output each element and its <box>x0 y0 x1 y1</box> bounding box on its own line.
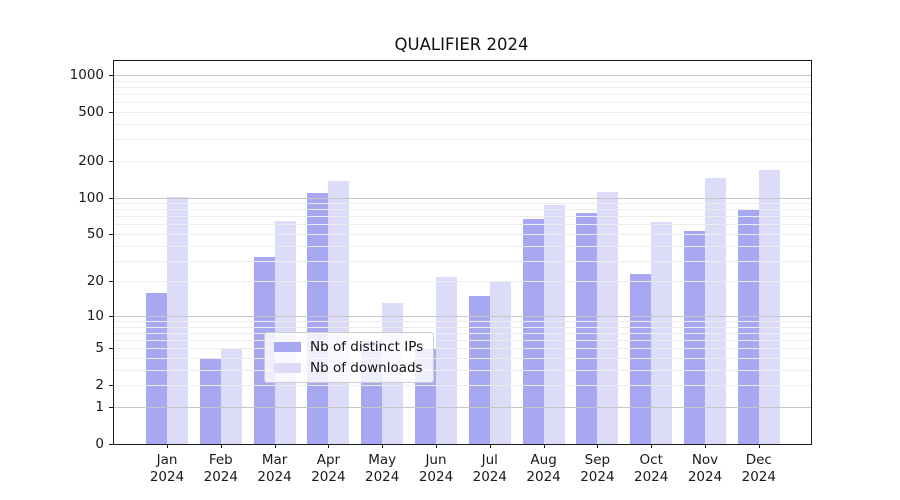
x-tick-label: Jan 2024 <box>149 452 185 485</box>
x-tick <box>758 444 760 448</box>
y-tick-label: 2 <box>95 377 104 394</box>
gridline-minor <box>114 348 811 350</box>
y-tick-label: 100 <box>78 189 104 206</box>
y-tick <box>109 315 113 317</box>
x-tick-label: Oct 2024 <box>634 452 669 485</box>
x-tick <box>220 444 222 448</box>
x-tick <box>489 444 491 448</box>
bar-distinct-ips-aug <box>522 218 544 444</box>
gridline-minor <box>114 326 811 328</box>
x-tick-label: Sep 2024 <box>580 452 615 485</box>
bar-downloads-feb <box>220 348 242 444</box>
gridline-minor <box>114 260 811 262</box>
bar-downloads-sep <box>597 192 619 444</box>
y-tick <box>109 111 113 113</box>
gridline-minor <box>114 111 811 113</box>
y-tick-label: 20 <box>86 273 104 290</box>
gridline-minor <box>114 94 811 95</box>
gridline-major <box>114 407 811 408</box>
gridline-minor <box>114 80 811 82</box>
y-tick <box>109 407 113 408</box>
x-tick <box>705 444 706 448</box>
legend-label-downloads: Nb of downloads <box>310 360 423 376</box>
y-tick <box>109 160 113 162</box>
gridline-minor <box>114 102 811 104</box>
gridline-minor <box>114 369 811 371</box>
gridline-minor <box>114 358 811 359</box>
gridline-minor <box>114 281 811 283</box>
x-tick-label: Apr 2024 <box>311 452 346 485</box>
gridline-minor <box>114 203 811 204</box>
gridline-major <box>114 315 811 317</box>
gridline-major <box>114 74 811 76</box>
x-tick <box>436 444 437 448</box>
bar-downloads-dec <box>758 169 780 444</box>
gridline-minor <box>114 385 811 387</box>
bar-distinct-ips-nov <box>684 230 705 444</box>
bar-distinct-ips-jan <box>146 292 167 444</box>
x-tick <box>274 444 276 448</box>
bar-downloads-aug <box>543 204 565 444</box>
y-tick <box>109 74 113 76</box>
x-tick-label: Aug 2024 <box>526 452 561 485</box>
gridline-minor <box>114 86 811 88</box>
legend-item-distinct-ips: Nb of distinct IPs <box>274 339 423 355</box>
x-tick-label: Dec 2024 <box>741 452 776 485</box>
bar-downloads-apr <box>328 180 350 444</box>
bar-downloads-jul <box>489 281 511 444</box>
y-tick <box>109 197 113 199</box>
bar-distinct-ips-oct <box>630 274 652 444</box>
y-tick-label: 200 <box>78 152 104 169</box>
x-tick-label: Jun 2024 <box>418 452 454 485</box>
y-tick-label: 0 <box>95 436 104 452</box>
gridline-minor <box>114 224 811 226</box>
x-tick <box>543 444 545 448</box>
x-tick-label: Feb 2024 <box>203 452 238 485</box>
gridline-minor <box>114 332 811 334</box>
plot-area: 0 1 2 5 10 20 50 100 200 500 1000 Jan 2024 Feb 2024 M… <box>70 60 812 485</box>
y-tick-label: 5 <box>95 340 104 357</box>
gridline-minor <box>114 340 811 342</box>
x-tick <box>167 444 168 448</box>
y-tick-label: 1 <box>95 399 104 415</box>
gridline-minor <box>114 139 811 141</box>
bar-distinct-ips-feb <box>199 358 221 444</box>
gridline-minor <box>114 216 811 218</box>
legend-label-distinct-ips: Nb of distinct IPs <box>310 339 424 355</box>
x-tick-label: Mar 2024 <box>257 452 292 485</box>
bar-downloads-nov <box>705 177 726 444</box>
y-tick <box>109 385 113 387</box>
gridline-minor <box>114 209 811 211</box>
chart-title: QUALIFIER 2024 <box>394 35 529 54</box>
y-tick-label: 1000 <box>69 66 104 83</box>
legend-swatch-distinct-ips <box>274 342 301 352</box>
y-tick-label: 10 <box>86 307 104 324</box>
bar-distinct-ips-sep <box>576 213 598 444</box>
y-tick <box>109 281 113 283</box>
x-tick <box>597 444 599 448</box>
x-tick <box>651 444 653 448</box>
x-tick-label: May 2024 <box>365 452 400 485</box>
x-tick-label: Jul 2024 <box>472 452 507 485</box>
legend: Nb of distinct IPs Nb of downloads <box>264 332 435 383</box>
y-tick <box>109 348 113 350</box>
y-tick-label: 50 <box>86 226 104 242</box>
gridline-minor <box>114 245 811 247</box>
gridline-minor <box>114 123 811 125</box>
gridline-minor <box>114 234 811 235</box>
x-tick-label: Nov 2024 <box>687 452 723 485</box>
y-tick <box>109 444 113 445</box>
legend-swatch-downloads <box>274 363 301 373</box>
x-tick <box>382 444 384 448</box>
gridline-minor <box>114 160 811 162</box>
gridline-major <box>114 197 811 199</box>
legend-item-downloads: Nb of downloads <box>274 360 423 376</box>
bar-downloads-jun <box>436 276 457 444</box>
x-tick <box>328 444 330 448</box>
y-tick <box>109 234 113 235</box>
bar-downloads-jan <box>167 197 188 444</box>
y-tick-label: 500 <box>78 103 104 120</box>
gridline-minor <box>114 321 811 322</box>
